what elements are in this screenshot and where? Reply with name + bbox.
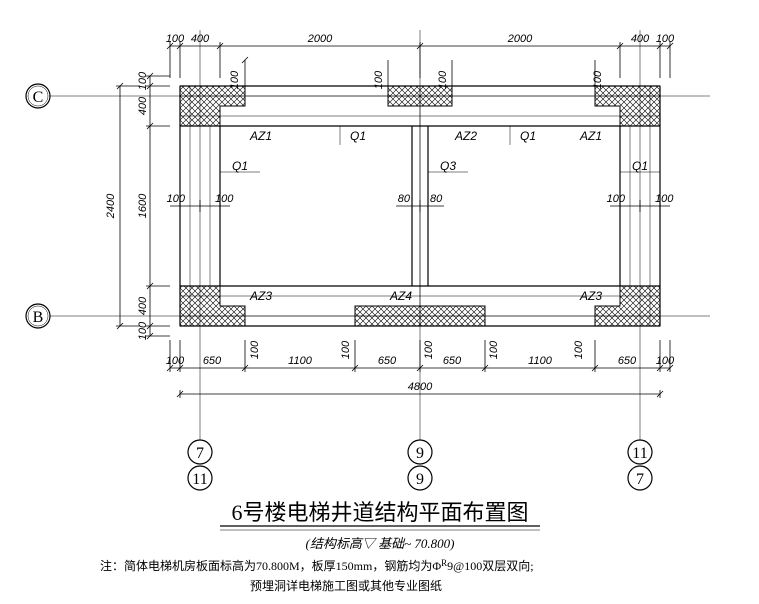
svg-text:9: 9 [416, 471, 424, 488]
grid-bubble-11: 11 7 [628, 440, 652, 490]
svg-text:11: 11 [192, 471, 207, 488]
svg-text:100: 100 [656, 355, 675, 367]
svg-text:100: 100 [249, 340, 261, 359]
title-block: 6号楼电梯井道结构平面布置图 (结构标高▽ 基础~ 70.800) 注：简体电梯… [100, 500, 540, 593]
svg-text:100: 100 [656, 33, 675, 45]
svg-text:6号楼电梯井道结构平面布置图: 6号楼电梯井道结构平面布置图 [231, 500, 528, 525]
svg-text:注：简体电梯机房板面标高为70.800M，板厚150mm，钢: 注：简体电梯机房板面标高为70.800M，板厚150mm，钢筋均为ΦR9@100… [100, 558, 534, 573]
svg-text:80: 80 [398, 193, 411, 205]
svg-text:100: 100 [340, 340, 352, 359]
svg-text:100: 100 [166, 33, 185, 45]
svg-text:100: 100 [166, 355, 185, 367]
svg-text:AZ3: AZ3 [579, 289, 602, 303]
grid-bubble-9: 9 9 [408, 440, 432, 490]
svg-text:650: 650 [203, 355, 222, 367]
svg-text:11: 11 [632, 445, 647, 462]
svg-text:100: 100 [592, 70, 604, 89]
svg-text:2000: 2000 [507, 33, 533, 45]
svg-text:650: 650 [618, 355, 637, 367]
svg-text:AZ4: AZ4 [389, 289, 412, 303]
svg-text:650: 650 [443, 355, 462, 367]
svg-text:B: B [33, 309, 44, 326]
dims-bottom: 100 650 1100 650 650 1100 650 100 4800 1… [166, 340, 675, 398]
svg-text:AZ1: AZ1 [249, 129, 272, 143]
svg-text:400: 400 [137, 96, 149, 115]
svg-text:Q1: Q1 [632, 159, 648, 173]
svg-text:100: 100 [373, 70, 385, 89]
svg-text:1600: 1600 [137, 193, 149, 218]
grid-bubble-7: 7 11 [188, 440, 212, 490]
grid-bubble-b: B [26, 304, 50, 328]
dims-top: 100 400 2000 2000 400 100 100 100 100 10… [166, 33, 675, 89]
svg-text:100: 100 [137, 71, 149, 90]
svg-text:AZ1: AZ1 [579, 129, 602, 143]
svg-text:1100: 1100 [288, 355, 313, 367]
svg-text:7: 7 [196, 445, 204, 462]
svg-text:80: 80 [430, 193, 443, 205]
svg-text:Q3: Q3 [440, 159, 456, 173]
svg-text:100: 100 [423, 340, 435, 359]
tags: AZ1 Q1 AZ2 Q1 AZ1 Q1 Q3 Q1 AZ3 AZ4 AZ3 [220, 126, 660, 303]
svg-text:100: 100 [607, 193, 626, 205]
svg-text:100: 100 [655, 193, 674, 205]
svg-text:100: 100 [215, 193, 234, 205]
svg-text:Q1: Q1 [232, 159, 248, 173]
svg-text:(结构标高▽ 基础~ 70.800): (结构标高▽ 基础~ 70.800) [306, 536, 455, 551]
svg-text:C: C [33, 89, 44, 106]
svg-text:1100: 1100 [528, 355, 553, 367]
svg-text:100: 100 [229, 70, 241, 89]
dims-mid: 100 100 80 80 100 100 [167, 193, 675, 212]
svg-text:100: 100 [488, 340, 500, 359]
svg-text:100: 100 [137, 321, 149, 340]
svg-text:AZ2: AZ2 [454, 129, 477, 143]
grid-bubble-c: C [26, 84, 50, 108]
svg-text:100: 100 [437, 70, 449, 89]
svg-text:Q1: Q1 [520, 129, 536, 143]
drawing-canvas: C B 7 11 9 9 11 7 100 400 2000 2000 400 … [0, 0, 759, 604]
svg-text:400: 400 [137, 296, 149, 315]
svg-text:400: 400 [631, 33, 650, 45]
svg-text:2400: 2400 [105, 193, 117, 219]
svg-text:4800: 4800 [408, 381, 433, 393]
svg-text:7: 7 [636, 471, 644, 488]
svg-text:Q1: Q1 [350, 129, 366, 143]
dims-left: 100 400 1600 400 100 2400 [105, 71, 170, 340]
svg-text:650: 650 [378, 355, 397, 367]
svg-text:100: 100 [573, 340, 585, 359]
svg-text:AZ3: AZ3 [249, 289, 272, 303]
svg-text:预埋洞详电梯施工图或其他专业图纸: 预埋洞详电梯施工图或其他专业图纸 [250, 578, 442, 593]
svg-text:2000: 2000 [307, 33, 333, 45]
svg-text:100: 100 [167, 193, 186, 205]
svg-text:9: 9 [416, 445, 424, 462]
svg-text:400: 400 [191, 33, 210, 45]
